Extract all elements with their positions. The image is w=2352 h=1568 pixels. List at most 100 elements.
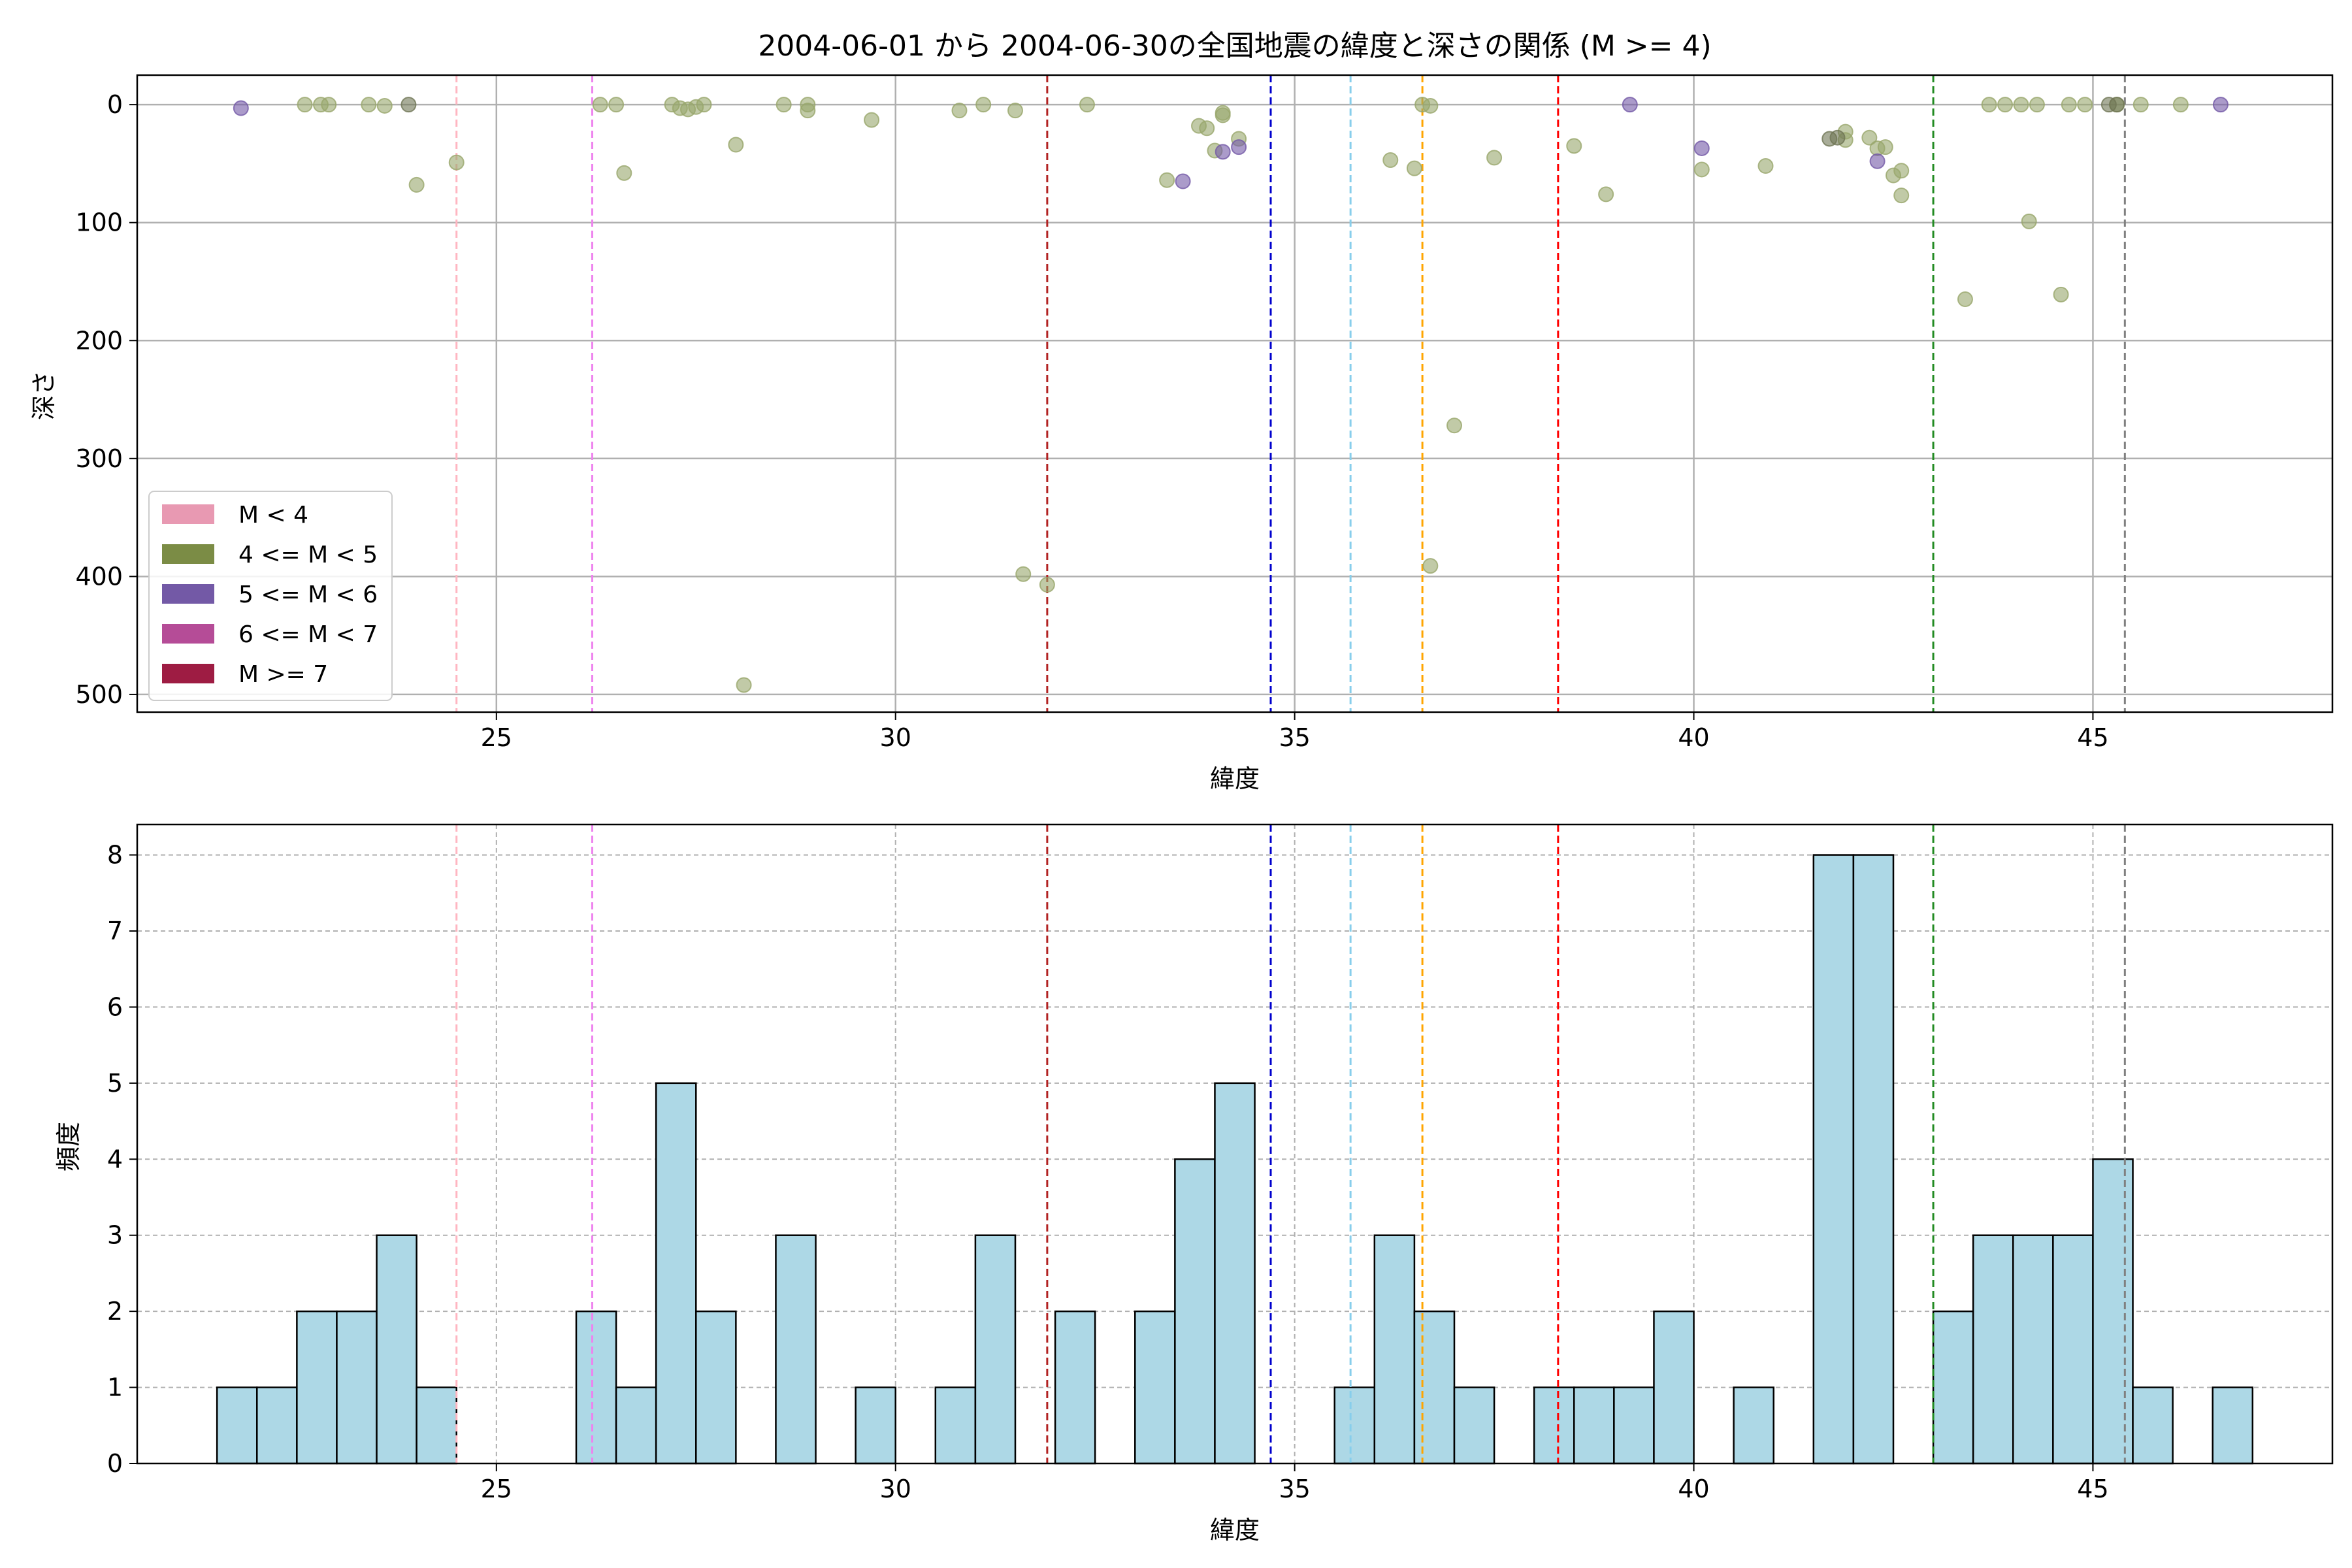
histogram-bar [1653,1310,1695,1465]
histogram-bar [336,1310,378,1465]
scatter-point [1422,558,1439,574]
histogram-bar [575,1310,617,1465]
scatter-panel: 2004-06-01 から 2004-06-30の全国地震の緯度と深さの関係 (… [29,29,2334,793]
histogram-y-tick-label: 5 [107,1069,123,1098]
histogram-bar [216,1386,258,1465]
scatter-x-tick-label: 30 [880,723,911,752]
scatter-point [2077,97,2093,113]
scatter-point [1693,140,1710,156]
scatter-point [1015,566,1032,582]
histogram-bar [615,1386,657,1465]
scatter-point [1215,107,1231,123]
scatter-point [1406,160,1422,176]
scatter-x-tick-label: 35 [1279,723,1310,752]
scatter-point [1981,97,1997,113]
scatter-point [233,100,249,116]
legend-label-m-5-6: 5 <= M < 6 [238,581,378,608]
histogram-bar [934,1386,977,1465]
histogram-y-tick-label: 8 [107,841,123,870]
histogram-bar [1932,1310,1974,1465]
scatter-point [951,103,968,119]
scatter-point [297,97,313,113]
scatter-point [1997,97,2014,113]
histogram-y-tick-label: 1 [107,1373,123,1402]
histogram-bar [2012,1234,2054,1465]
histogram-bar [2052,1234,2094,1465]
scatter-point [728,137,744,153]
scatter-point [1159,172,1175,188]
scatter-reference-lines [455,75,2126,712]
scatter-point [1566,138,1582,154]
histogram-bar [1453,1386,1495,1465]
scatter-point [321,97,337,113]
scatter-y-tick-label: 400 [75,562,123,591]
scatter-y-axis-label: 深さ [29,370,58,420]
scatter-plot-frame [136,74,2334,713]
scatter-point [1199,120,1215,137]
legend-label-m-4-5: 4 <= M < 5 [238,542,378,568]
histogram-x-axis-label: 緯度 [1210,1516,1260,1544]
legend-label-m-gte-7: M >= 7 [238,661,328,688]
histogram-bar [1174,1158,1216,1465]
scatter-point [2109,97,2125,113]
legend-swatch-m-gte-7 [162,664,214,683]
scatter-point [776,97,792,113]
scatter-point [864,112,880,128]
histogram-bar [1852,854,1895,1465]
histogram-bar [1613,1386,1655,1465]
histogram-bar [1533,1386,1575,1465]
histogram-y-tick-label: 7 [107,917,123,945]
scatter-grid [137,75,2332,712]
scatter-x-tick-label: 40 [1678,723,1709,752]
legend-box [148,491,393,701]
scatter-point [2053,286,2069,302]
scatter-point [1486,150,1503,166]
scatter-point [616,165,632,181]
histogram-bar [1054,1310,1096,1465]
histogram-bar [1333,1386,1376,1465]
histogram-bar [974,1234,1017,1465]
scatter-point [975,97,992,113]
scatter-point [2061,97,2077,113]
histogram-y-tick-label: 2 [107,1297,123,1326]
scatter-points [233,97,2229,693]
histogram-x-tick-label: 30 [880,1475,911,1503]
scatter-y-tick-label: 300 [75,444,123,473]
histogram-x-ticks: 25 30 35 40 45 [481,1463,2109,1503]
histogram-bar [256,1386,298,1465]
scatter-point [1079,97,1095,113]
scatter-point [608,97,625,113]
scatter-point [1007,103,1023,119]
histogram-reference-lines [455,825,2126,1463]
scatter-point [2013,97,2029,113]
histogram-bar [1373,1234,1416,1465]
scatter-y-tick-label: 500 [75,680,123,709]
scatter-point [1215,144,1231,160]
scatter-point [1175,173,1191,189]
scatter-point [592,97,608,113]
histogram-y-tick-label: 4 [107,1145,123,1173]
legend-swatch-m-lt-4 [162,504,214,524]
legend-swatch-m-4-5 [162,544,214,564]
histogram-y-axis-label: 頻度 [54,1122,83,1171]
scatter-y-tick-label: 100 [75,208,123,237]
scatter-y-tick-label: 0 [107,90,123,119]
scatter-y-ticks: 0 100 200 300 400 500 [75,90,137,709]
histogram-y-tick-label: 6 [107,992,123,1021]
scatter-point [1893,163,1910,179]
scatter-point [2172,97,2189,113]
histogram-y-tick-label: 0 [107,1449,123,1478]
histogram-x-tick-label: 40 [1678,1475,1709,1503]
scatter-point [376,97,393,114]
scatter-point [1382,152,1399,168]
scatter-point [1422,97,1439,114]
histogram-x-tick-label: 35 [1279,1475,1310,1503]
scatter-point [448,154,465,171]
scatter-point [1877,139,1893,155]
scatter-point [1861,129,1878,146]
scatter-point [2212,97,2229,113]
scatter-x-axis-label: 緯度 [1210,764,1260,793]
chart-title: 2004-06-01 から 2004-06-30の全国地震の緯度と深さの関係 (… [758,29,1711,63]
scatter-point [1231,139,1247,155]
histogram-bar [2212,1386,2254,1465]
